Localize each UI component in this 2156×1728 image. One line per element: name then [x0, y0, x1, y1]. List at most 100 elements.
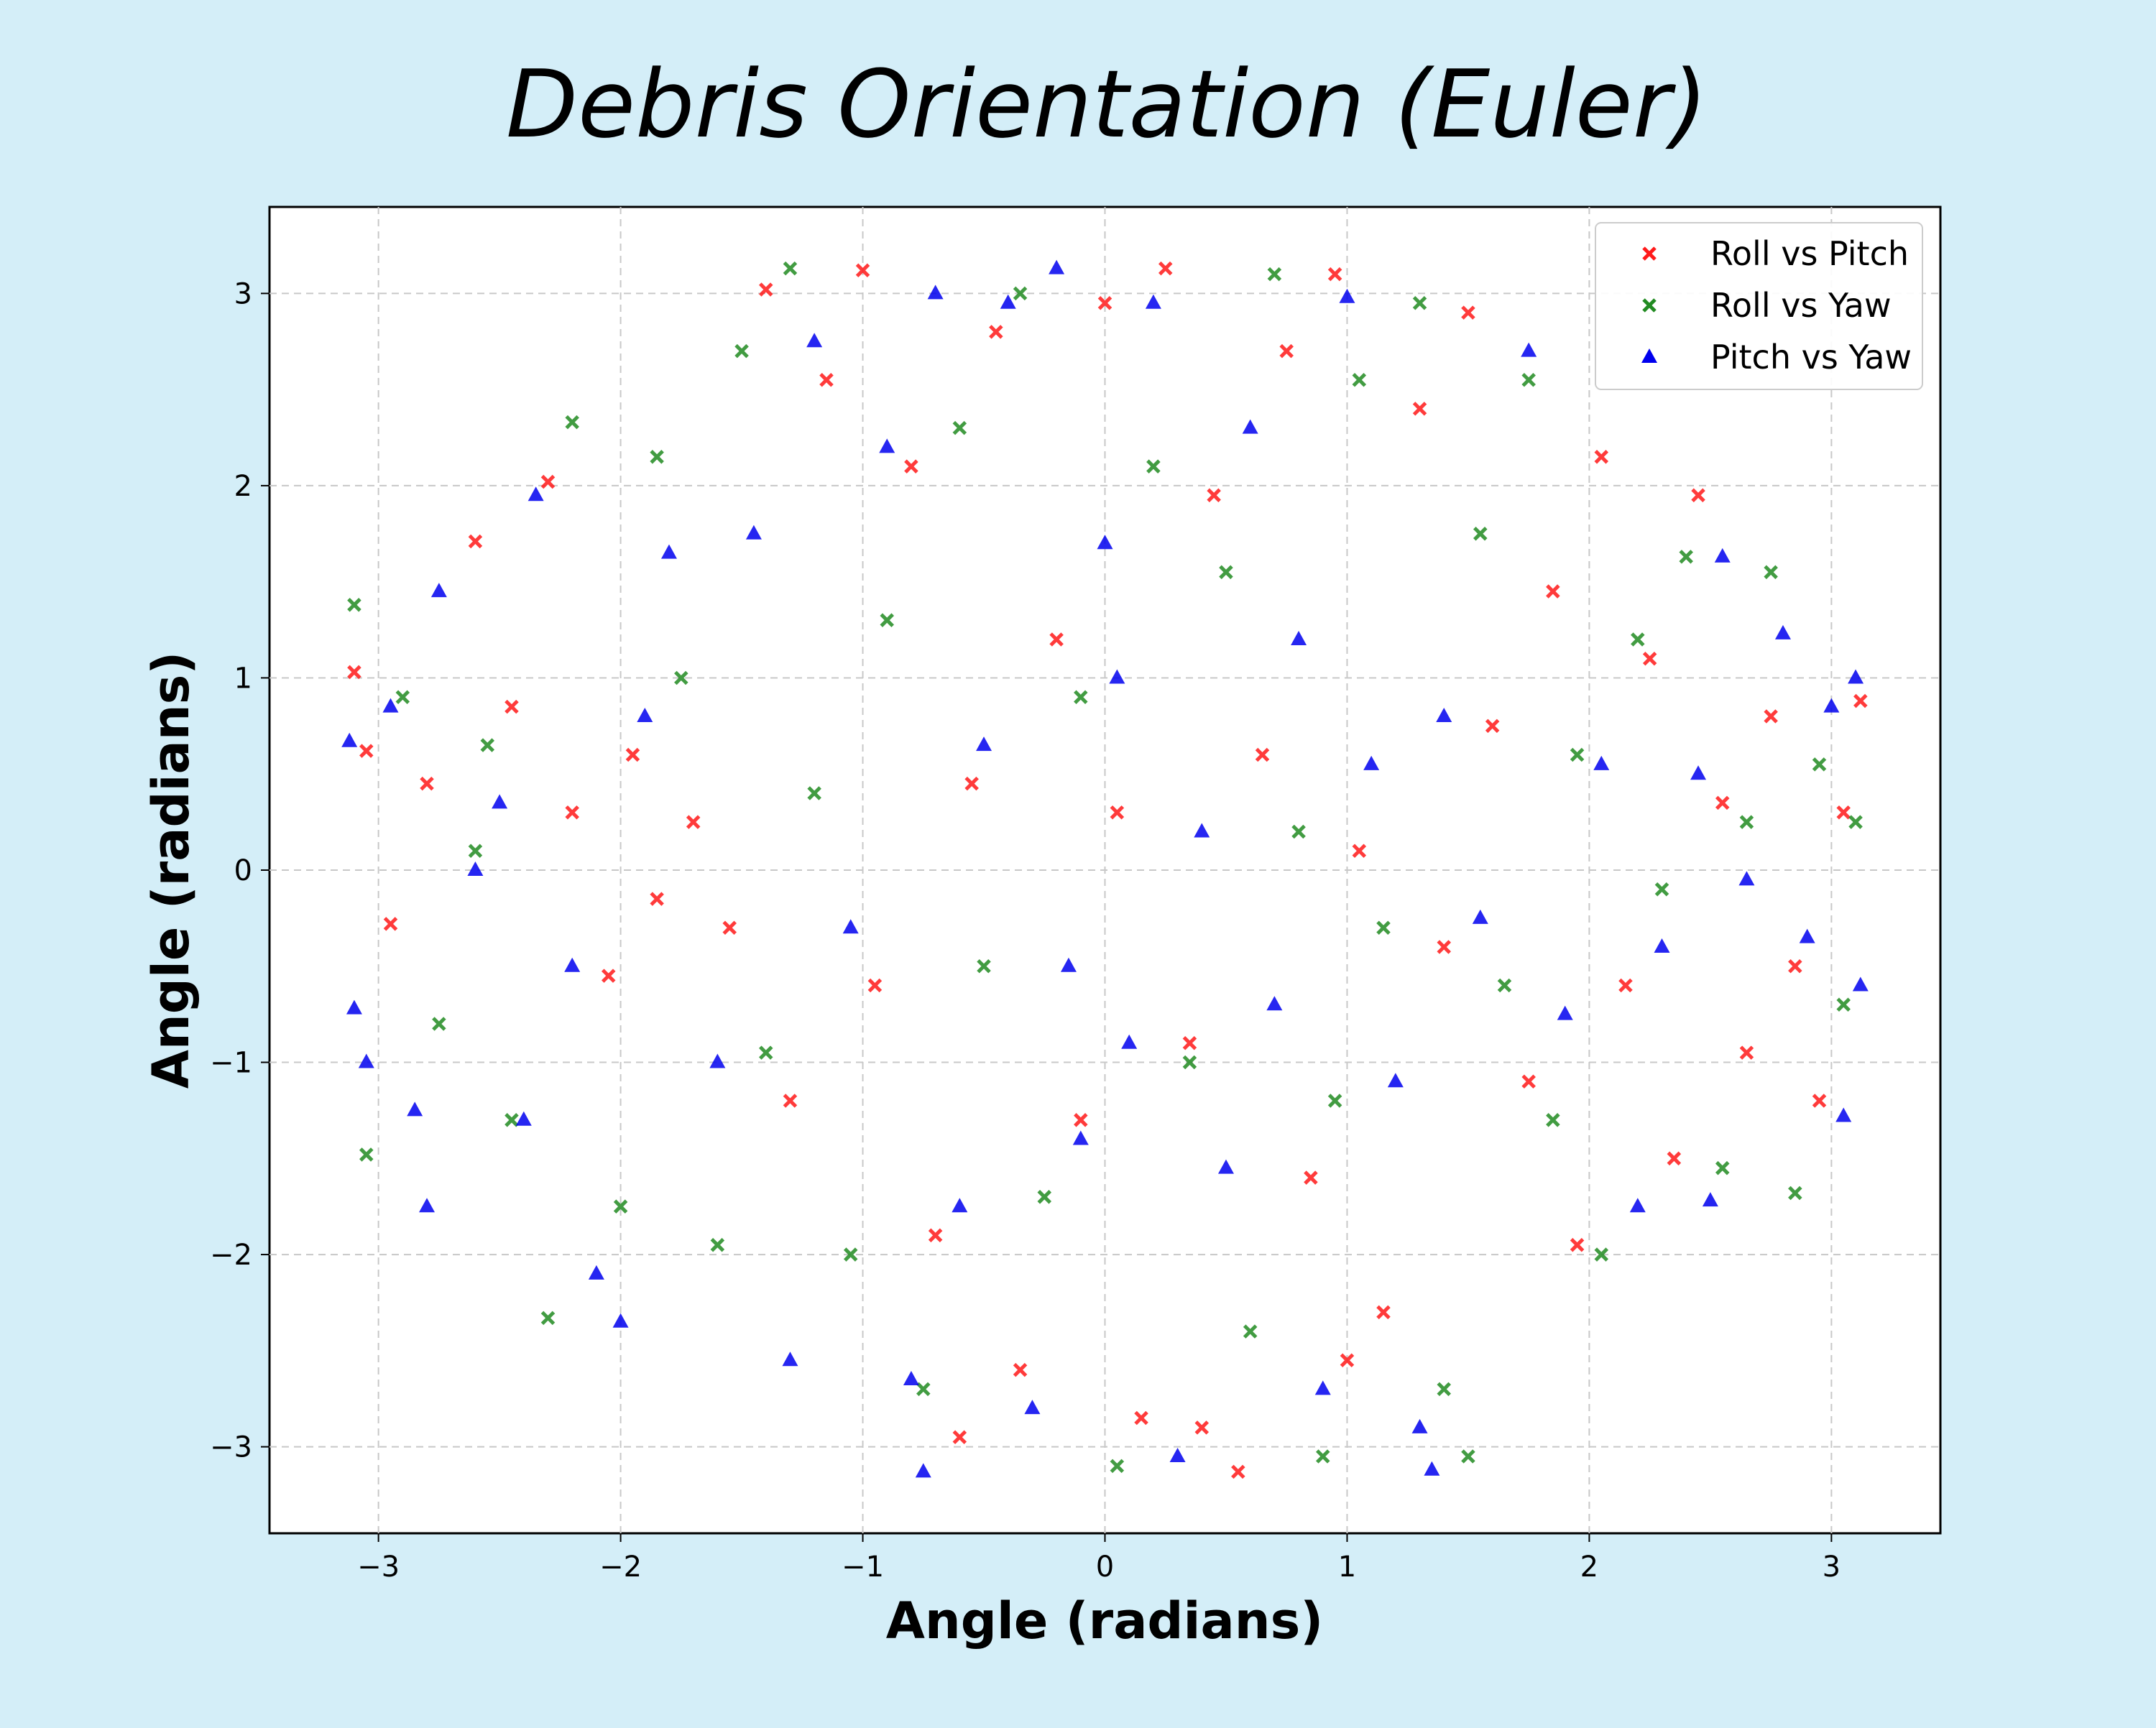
series-pitch-vs-yaw [341, 259, 1869, 1478]
data-point [1182, 1055, 1197, 1070]
data-point [347, 598, 361, 612]
data-point [709, 1053, 726, 1068]
data-point [1387, 1073, 1404, 1088]
data-point [1521, 373, 1536, 387]
data-point [1207, 488, 1221, 503]
data-point [1788, 959, 1802, 974]
data-point [505, 1113, 519, 1127]
data-point [383, 917, 398, 931]
data-point [855, 263, 870, 278]
data-point [1774, 624, 1791, 639]
x-tick-label: 3 [1823, 1551, 1841, 1584]
data-point [1146, 459, 1161, 473]
data-point [1848, 669, 1864, 684]
data-point [952, 1430, 967, 1444]
data-point [758, 1045, 773, 1060]
data-point [1618, 978, 1633, 993]
data-point [1823, 698, 1840, 713]
data-point [1521, 1074, 1536, 1089]
data-point [650, 892, 664, 906]
data-point [1291, 824, 1306, 839]
y-tick-label: 2 [234, 470, 252, 503]
data-point [1739, 1045, 1754, 1060]
data-point [1097, 535, 1113, 550]
legend-marker [1641, 348, 1657, 363]
data-point [807, 786, 821, 800]
data-point [819, 373, 834, 387]
data-point [1521, 342, 1537, 357]
data-point [1570, 1237, 1585, 1252]
x-tick-label: 0 [1096, 1551, 1114, 1584]
data-point [528, 486, 544, 502]
data-point [904, 459, 918, 473]
data-point [565, 415, 579, 430]
data-point [1437, 1382, 1452, 1397]
data-point [382, 698, 399, 713]
data-point [492, 794, 508, 809]
data-point [989, 325, 1003, 339]
data-point [1594, 1247, 1609, 1262]
data-point [407, 1101, 423, 1117]
data-point [806, 333, 823, 348]
data-point [674, 670, 688, 685]
data-point [1654, 938, 1670, 953]
data-point [1314, 1380, 1331, 1395]
data-point [1812, 1094, 1827, 1108]
data-point [782, 1352, 798, 1367]
data-point [1363, 755, 1380, 770]
data-point [601, 969, 616, 983]
legend-entry-label: Pitch vs Yaw [1710, 338, 1912, 376]
data-point [358, 1053, 374, 1068]
data-point [1097, 296, 1112, 310]
data-point [346, 999, 362, 1015]
data-point [468, 534, 483, 549]
x-tick-label: −1 [842, 1551, 884, 1584]
data-point [1158, 261, 1173, 276]
chart-title: Debris Orientation (Euler) [506, 50, 1708, 159]
data-point [927, 285, 944, 300]
data-point [1327, 267, 1342, 282]
data-points [341, 259, 1869, 1479]
data-point [1121, 1034, 1138, 1049]
data-point [1546, 1113, 1560, 1127]
data-point [419, 1198, 436, 1213]
data-point [686, 815, 701, 829]
data-point [612, 1313, 629, 1328]
data-point [432, 1017, 446, 1031]
y-tick-label: −2 [210, 1239, 252, 1272]
data-point [867, 978, 883, 993]
data-point [758, 282, 773, 297]
data-point [625, 747, 640, 762]
data-point [1182, 1036, 1197, 1050]
data-point [1376, 1305, 1391, 1320]
data-point [976, 736, 992, 752]
data-point [1279, 343, 1294, 359]
data-point [783, 1094, 798, 1108]
data-point [745, 525, 762, 540]
data-point [1714, 547, 1731, 563]
data-point [467, 861, 484, 876]
data-point [1799, 928, 1815, 943]
data-point [1315, 1449, 1330, 1464]
data-point [1411, 1418, 1428, 1433]
data-point [637, 707, 653, 722]
x-axis-label: Angle (radians) [886, 1591, 1324, 1650]
data-point [650, 450, 664, 464]
data-point [1654, 882, 1669, 897]
data-point [1679, 550, 1693, 564]
data-point [880, 613, 895, 627]
y-tick-label: 3 [234, 277, 252, 310]
data-point [1812, 757, 1827, 772]
data-point [1739, 815, 1754, 829]
data-point [359, 744, 374, 758]
y-tick-label: −3 [210, 1431, 252, 1464]
data-point [540, 1311, 556, 1326]
data-point [1836, 997, 1851, 1012]
data-point [734, 343, 749, 359]
legend-marker [1642, 246, 1657, 261]
data-point [1667, 1151, 1682, 1166]
data-point [1594, 450, 1609, 464]
data-point [1110, 1459, 1125, 1474]
data-point [1376, 920, 1391, 935]
data-point [916, 1382, 931, 1397]
